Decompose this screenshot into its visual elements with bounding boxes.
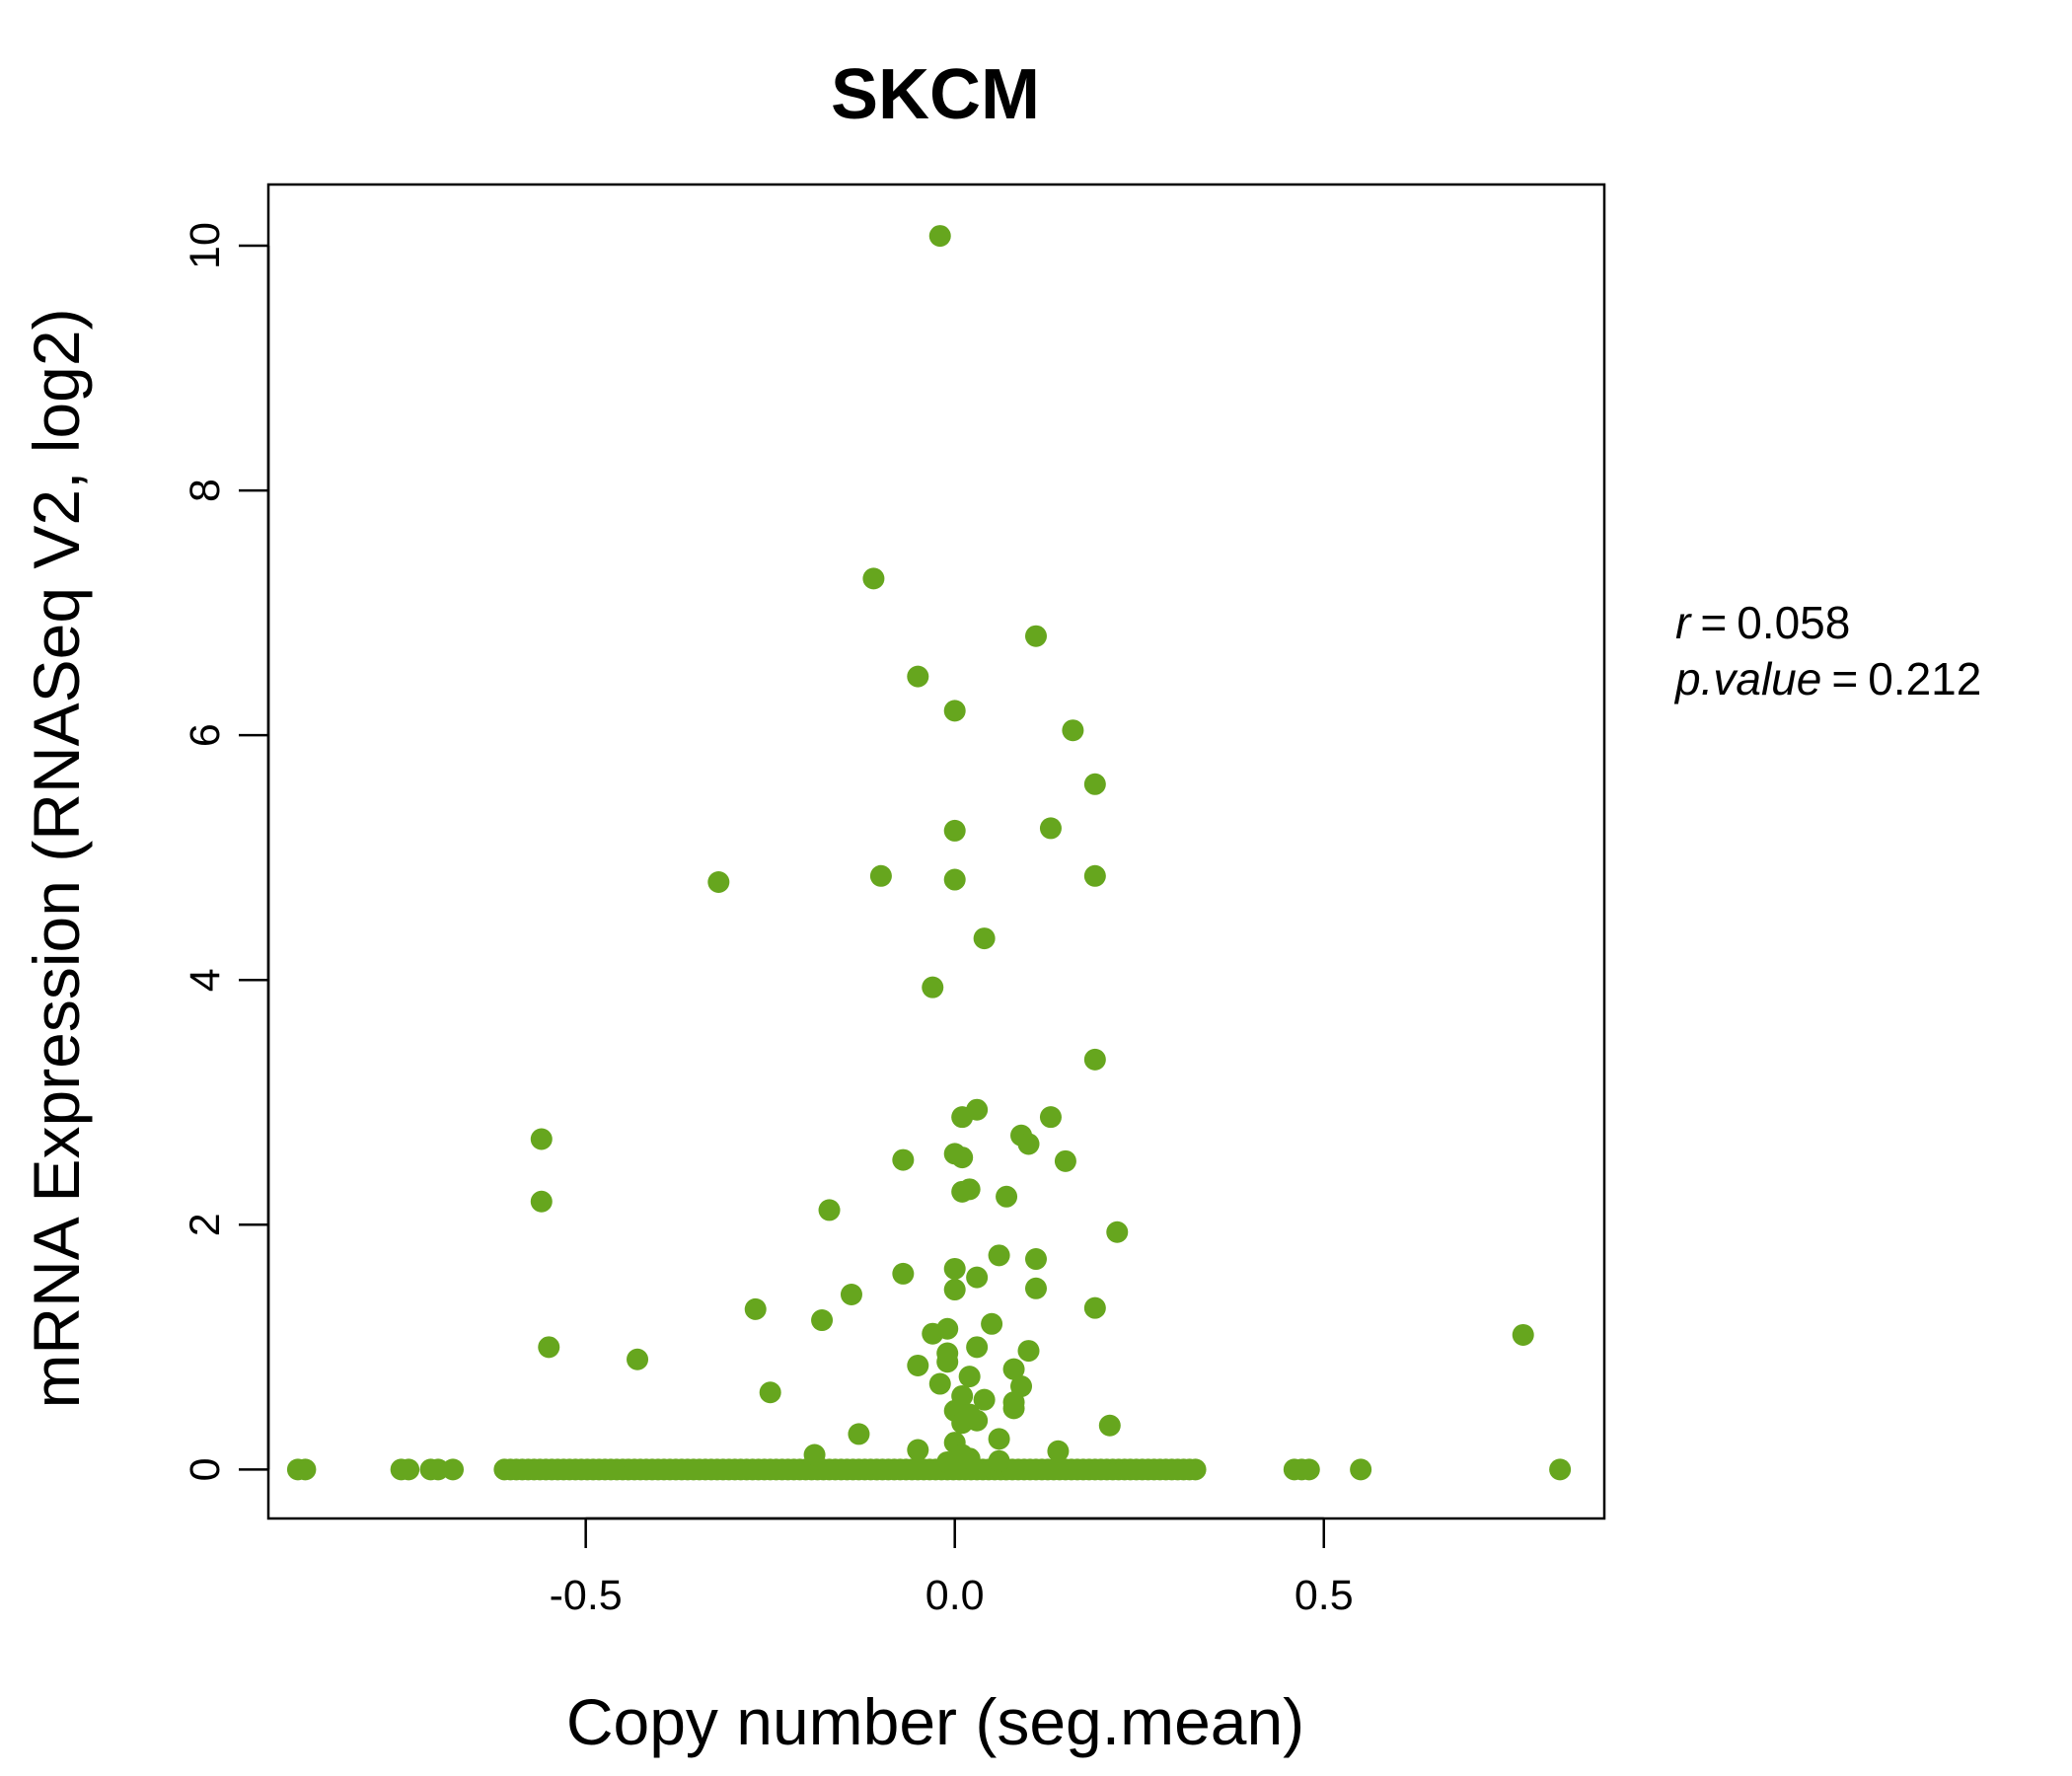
data-point <box>951 1106 974 1129</box>
data-point <box>707 871 730 894</box>
data-point <box>1083 864 1106 887</box>
data-point <box>1350 1458 1372 1481</box>
data-point <box>1083 1296 1106 1319</box>
data-point <box>1083 1048 1106 1071</box>
data-point <box>981 1312 1003 1335</box>
data-point <box>1002 1397 1025 1420</box>
data-point <box>1054 1149 1076 1172</box>
data-point <box>1062 719 1084 742</box>
data-point <box>943 819 966 842</box>
data-point <box>936 1450 959 1473</box>
data-point <box>1039 1106 1062 1129</box>
y-tick-label: 2 <box>182 1213 229 1236</box>
data-point <box>294 1458 317 1481</box>
data-point <box>958 1366 981 1388</box>
data-point <box>1024 1248 1047 1271</box>
data-point <box>943 1279 966 1301</box>
data-point <box>869 864 892 887</box>
data-point <box>811 1309 834 1332</box>
x-axis: -0.5 0.0 0.5 <box>550 1517 1354 1619</box>
data-point <box>922 1322 944 1345</box>
x-tick-label: 0.0 <box>925 1572 985 1619</box>
data-point <box>907 1354 929 1376</box>
data-point <box>928 1372 951 1395</box>
data-point <box>803 1443 826 1466</box>
data-point <box>530 1190 553 1213</box>
data-point <box>988 1428 1010 1450</box>
data-point <box>892 1262 915 1285</box>
data-point <box>848 1423 870 1445</box>
data-point <box>892 1148 915 1171</box>
r-value: 0.058 <box>1737 597 1850 648</box>
data-point <box>818 1199 841 1221</box>
data-point <box>996 1185 1018 1208</box>
y-axis-label: mRNA Expression (RNASeq V2, log2) <box>20 308 93 1408</box>
data-point <box>988 1449 1010 1472</box>
data-point <box>1297 1458 1320 1481</box>
data-point <box>1047 1440 1070 1462</box>
data-point <box>398 1458 420 1481</box>
y-tick-label: 4 <box>182 968 229 992</box>
data-point <box>1549 1458 1572 1481</box>
data-point <box>951 1180 974 1203</box>
data-point <box>966 1266 989 1289</box>
data-point <box>1106 1221 1129 1243</box>
data-point <box>943 700 966 722</box>
data-point <box>1024 625 1047 647</box>
data-point <box>988 1244 1010 1267</box>
data-point <box>1098 1414 1121 1437</box>
data-point <box>951 1147 974 1169</box>
y-tick-label: 6 <box>182 723 229 747</box>
y-tick-label: 10 <box>182 222 229 269</box>
data-point <box>1017 1340 1040 1363</box>
y-tick-label: 0 <box>182 1457 229 1481</box>
r-label: r <box>1675 597 1692 648</box>
data-point <box>538 1336 560 1359</box>
data-point <box>744 1297 767 1320</box>
points-layer <box>286 225 1572 1481</box>
r-stat: r = 0.058 <box>1675 597 1850 648</box>
data-point <box>862 567 885 590</box>
data-point <box>928 225 951 248</box>
data-point <box>973 927 996 950</box>
data-point <box>1002 1358 1025 1380</box>
data-point <box>627 1348 649 1370</box>
stats-annotation: r = 0.058 p.value = 0.212 <box>1673 597 1981 704</box>
data-point <box>530 1128 553 1150</box>
data-point <box>943 868 966 891</box>
data-point <box>840 1284 862 1306</box>
chart-title: SKCM <box>831 55 1040 134</box>
p-label: p.value <box>1673 653 1821 704</box>
data-point <box>1184 1458 1207 1481</box>
plot-frame <box>266 183 1606 1520</box>
data-point <box>442 1458 465 1481</box>
data-point <box>973 1388 996 1411</box>
data-point <box>1017 1133 1040 1155</box>
data-point <box>1083 773 1106 795</box>
data-point <box>1024 1277 1047 1299</box>
y-tick-label: 8 <box>182 479 229 502</box>
data-point <box>958 1447 981 1470</box>
data-point <box>922 976 944 999</box>
p-value: 0.212 <box>1868 653 1981 704</box>
data-point <box>943 1257 966 1280</box>
data-point <box>951 1412 974 1435</box>
data-point <box>966 1336 989 1359</box>
y-axis: 0 2 4 6 8 10 <box>182 222 270 1481</box>
data-point <box>907 665 929 688</box>
p-stat: p.value = 0.212 <box>1673 653 1981 704</box>
x-tick-label: -0.5 <box>550 1572 623 1619</box>
data-point <box>1039 817 1062 840</box>
data-point <box>1512 1323 1534 1346</box>
data-point <box>907 1439 929 1461</box>
data-point <box>759 1381 781 1404</box>
x-tick-label: 0.5 <box>1295 1572 1354 1619</box>
data-point <box>936 1351 959 1373</box>
x-axis-label: Copy number (seg.mean) <box>566 1685 1304 1758</box>
